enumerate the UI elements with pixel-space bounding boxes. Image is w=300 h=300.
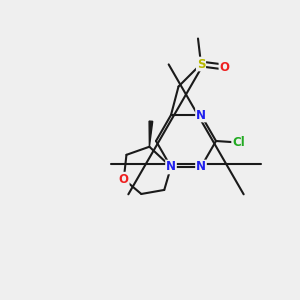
Text: O: O	[219, 61, 230, 74]
Text: Cl: Cl	[232, 136, 245, 149]
Text: S: S	[197, 58, 205, 70]
Polygon shape	[149, 121, 153, 147]
Text: N: N	[196, 160, 206, 173]
Text: N: N	[196, 109, 206, 122]
Text: N: N	[166, 160, 176, 173]
Text: O: O	[119, 172, 129, 186]
